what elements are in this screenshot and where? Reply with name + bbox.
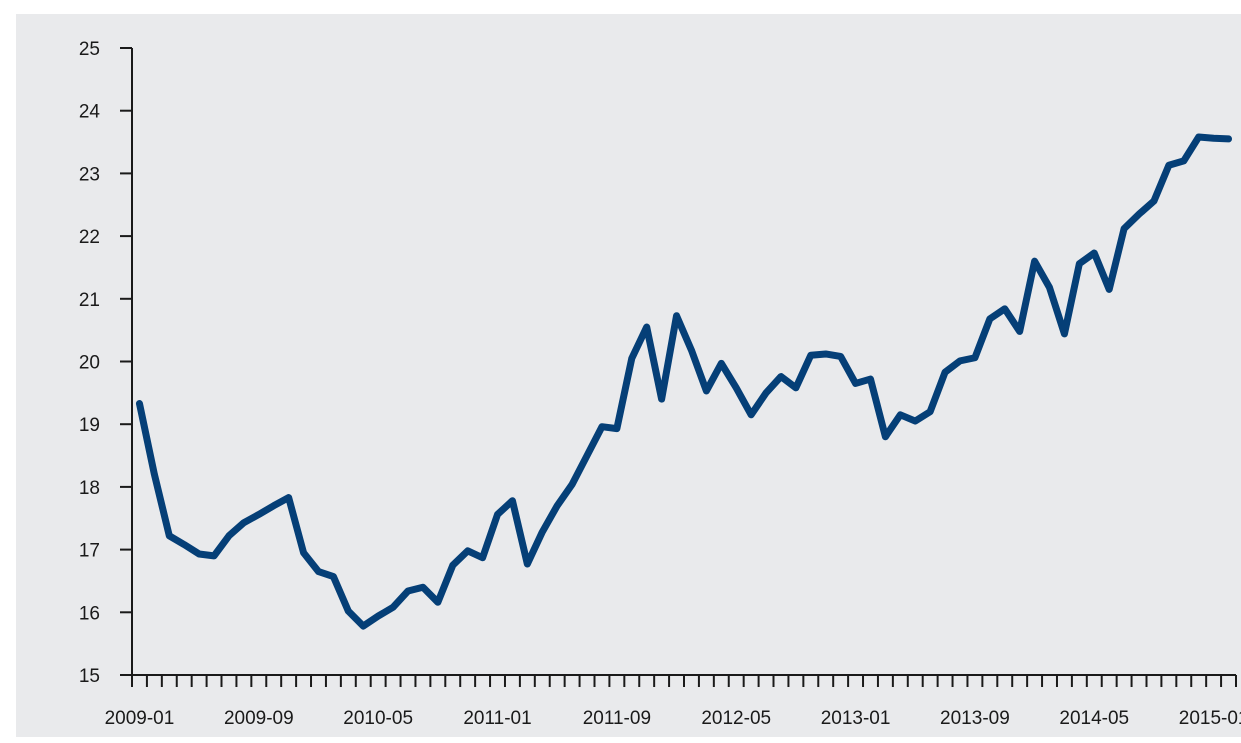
x-tick-label: 2011-09: [583, 708, 651, 729]
x-axis: 2009-01 2009-09 2010-05 2011-01 2011-09 2012-…: [105, 674, 1241, 729]
x-tick-label: 2013-09: [940, 708, 1010, 729]
x-tick-label: 2013-01: [821, 708, 891, 729]
y-tick-label: 24: [79, 102, 101, 123]
y-tick-label: 16: [79, 603, 100, 624]
y-tick-label: 19: [79, 415, 100, 436]
x-tick-label: 2014-05: [1059, 708, 1129, 729]
y-tick-label: 20: [79, 353, 100, 374]
x-tick-label: 2009-01: [105, 708, 175, 729]
y-tick-label: 18: [79, 478, 100, 499]
y-tick-label: 25: [79, 39, 100, 60]
y-tick-label: 15: [79, 666, 100, 687]
x-tick-label: 2010-05: [343, 708, 413, 729]
x-tick-label: 2015-01: [1179, 708, 1241, 729]
series-line: [135, 133, 1233, 630]
series-group: [135, 133, 1233, 630]
x-tick-label: 2012-05: [701, 708, 771, 729]
x-tick-label: 2009-09: [224, 708, 294, 729]
y-tick-label: 17: [79, 541, 100, 562]
y-tick-label: 22: [79, 227, 100, 248]
y-tick-label: 21: [79, 290, 100, 311]
x-tick-label: 2011-01: [463, 708, 531, 729]
y-axis: 15 16 17 18 19 20 21 22 23 24 25: [79, 39, 133, 687]
y-tick-label: 23: [79, 164, 100, 185]
